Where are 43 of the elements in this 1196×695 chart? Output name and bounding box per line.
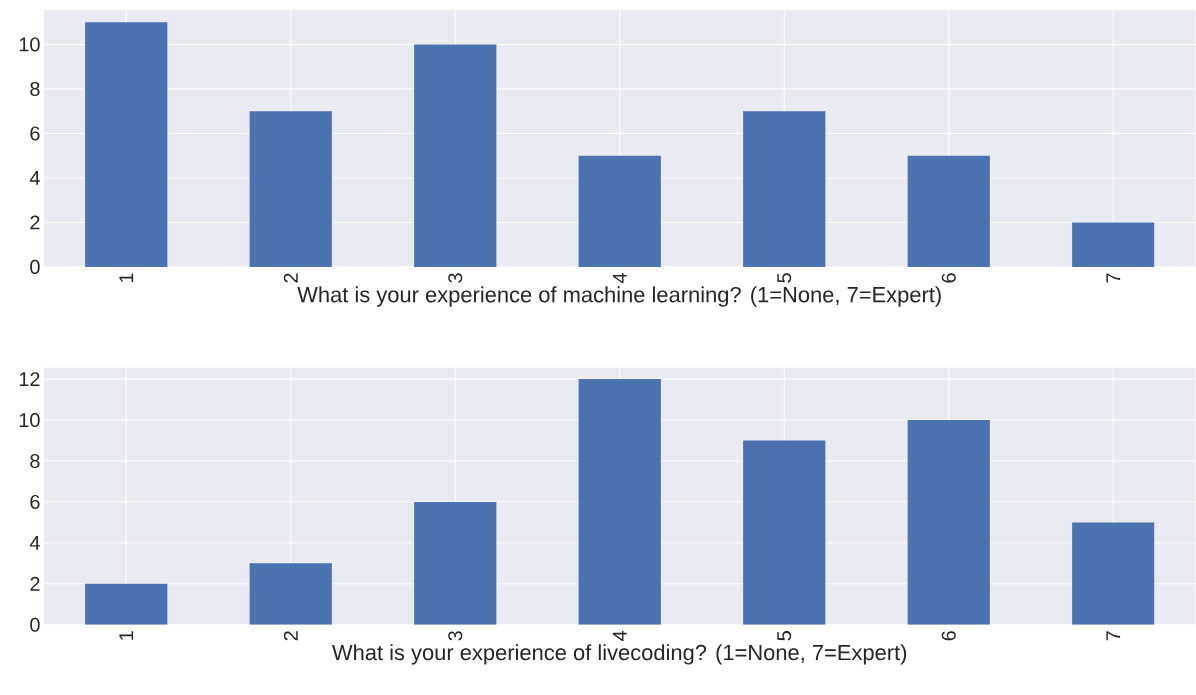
x-tick-label: 4 [612,630,627,642]
y-tick-label: 4 [29,536,40,550]
y-tick-label: 10 [19,37,40,52]
y-tick-label: 10 [19,413,40,428]
y-tick-label: 4 [29,171,40,185]
x-tick-label: 6 [941,273,956,283]
x-tick-label: 4 [612,273,627,284]
x-tick-label: 5 [777,631,792,641]
bar [1072,522,1155,625]
x-tick-label: 5 [777,273,792,283]
bar [85,583,168,625]
bar [249,563,332,625]
bar [414,502,497,625]
y-tick-label: 0 [30,259,40,275]
bar [249,111,332,268]
y-tick-label: 2 [30,215,40,230]
y-tick-label: 2 [30,577,40,591]
x-axis-title: What is your experience of livecoding? (1=None, 7=Expert) [332,644,907,665]
x-tick-label: 3 [448,273,463,283]
y-tick-label: 12 [19,372,40,387]
y-tick-label: 6 [30,495,40,510]
x-axis-title: What is your experience of machine learning? (1=None, 7=Expert) [297,286,941,307]
y-tick-label: 0 [30,617,40,632]
bar [743,440,826,625]
bar [578,155,661,268]
bar [1072,222,1155,268]
x-tick-label: 7 [1106,631,1121,641]
bar [907,420,990,625]
bar [907,155,990,268]
x-tick-label: 2 [283,631,298,641]
x-tick-label: 3 [448,631,463,641]
y-tick-label: 8 [30,82,40,97]
x-tick-label: 2 [283,273,298,283]
y-tick-label: 6 [30,126,40,141]
x-tick-label: 1 [119,273,134,283]
bar [743,111,826,268]
bar [85,22,168,268]
bar [414,44,497,268]
x-tick-label: 6 [941,631,956,641]
y-tick-label: 8 [30,454,40,469]
x-tick-label: 1 [119,631,134,640]
bar [578,379,661,625]
x-tick-label: 7 [1106,273,1121,283]
